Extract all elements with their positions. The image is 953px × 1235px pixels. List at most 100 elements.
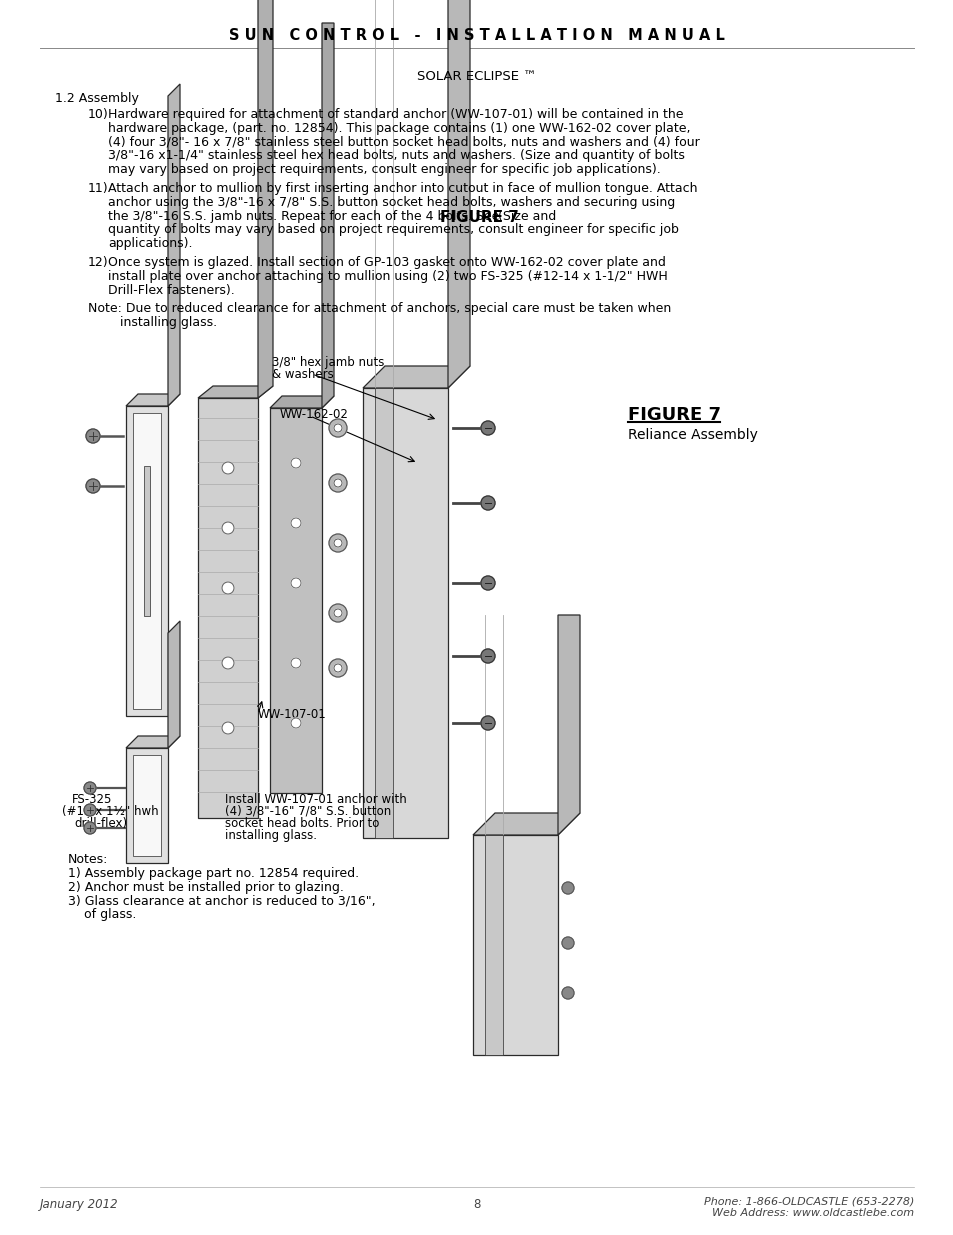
Circle shape — [480, 576, 495, 590]
Text: 2) Anchor must be installed prior to glazing.: 2) Anchor must be installed prior to gla… — [68, 881, 343, 894]
Text: Install WW-107-01 anchor with: Install WW-107-01 anchor with — [225, 793, 406, 806]
Text: FIGURE 7: FIGURE 7 — [439, 210, 517, 225]
Text: (4) 3/8"-16" 7/8" S.S. button: (4) 3/8"-16" 7/8" S.S. button — [225, 805, 391, 818]
Text: 3) Glass clearance at anchor is reduced to 3/16",: 3) Glass clearance at anchor is reduced … — [68, 894, 375, 908]
Text: the 3/8"-16 S.S. jamb nuts. Repeat for each of the 4 bolts. See: the 3/8"-16 S.S. jamb nuts. Repeat for e… — [108, 210, 503, 222]
Text: 1.2 Assembly: 1.2 Assembly — [55, 91, 139, 105]
Text: & washers: & washers — [272, 368, 334, 382]
Circle shape — [561, 882, 574, 894]
Text: 8: 8 — [473, 1198, 480, 1212]
Text: installing glass.: installing glass. — [88, 316, 217, 330]
Bar — [198, 398, 257, 818]
Bar — [473, 835, 558, 1055]
Polygon shape — [322, 23, 334, 408]
Text: Web Address: www.oldcastlebe.com: Web Address: www.oldcastlebe.com — [711, 1208, 913, 1218]
Circle shape — [84, 823, 96, 834]
Text: Attach anchor to mullion by first inserting anchor into cutout in face of mullio: Attach anchor to mullion by first insert… — [108, 182, 697, 195]
Text: 3/8" hex jamb nuts: 3/8" hex jamb nuts — [272, 356, 384, 369]
Circle shape — [334, 424, 341, 432]
Text: WW-162-02: WW-162-02 — [280, 408, 349, 421]
Circle shape — [561, 987, 574, 999]
Circle shape — [480, 650, 495, 663]
Polygon shape — [473, 813, 579, 835]
Circle shape — [222, 462, 233, 474]
Polygon shape — [168, 84, 180, 406]
Text: Hardware required for attachment of standard anchor (WW-107-01) will be containe: Hardware required for attachment of stan… — [108, 107, 682, 121]
Circle shape — [222, 722, 233, 734]
Circle shape — [291, 517, 301, 529]
Text: Once system is glazed. Install section of GP-103 gasket onto WW-162-02 cover pla: Once system is glazed. Install section o… — [108, 256, 665, 269]
Text: Reliance Assembly: Reliance Assembly — [627, 429, 757, 442]
Circle shape — [329, 419, 347, 437]
Text: install plate over anchor attaching to mullion using (2) two FS-325 (#12-14 x 1-: install plate over anchor attaching to m… — [108, 269, 667, 283]
Text: Drill-Flex fasteners).: Drill-Flex fasteners). — [108, 284, 234, 296]
Text: 12): 12) — [88, 256, 109, 269]
Circle shape — [329, 659, 347, 677]
Text: anchor using the 3/8"-16 x 7/8" S.S. button socket head bolts, washers and secur: anchor using the 3/8"-16 x 7/8" S.S. but… — [108, 196, 675, 209]
Text: (4) four 3/8"- 16 x 7/8" stainless steel button socket head bolts, nuts and wash: (4) four 3/8"- 16 x 7/8" stainless steel… — [108, 136, 699, 148]
Circle shape — [334, 479, 341, 487]
Circle shape — [334, 538, 341, 547]
Polygon shape — [270, 396, 334, 408]
Bar — [144, 466, 150, 616]
Circle shape — [291, 718, 301, 727]
Text: 11): 11) — [88, 182, 109, 195]
Polygon shape — [168, 621, 180, 748]
Polygon shape — [363, 366, 470, 388]
Text: Note: Due to reduced clearance for attachment of anchors, special care must be t: Note: Due to reduced clearance for attac… — [88, 303, 671, 315]
Polygon shape — [448, 0, 470, 388]
Text: quantity of bolts may vary based on project requirements, consult engineer for s: quantity of bolts may vary based on proj… — [108, 224, 679, 236]
Text: 3/8"-16 x1-1/4" stainless steel hex head bolts, nuts and washers. (Size and quan: 3/8"-16 x1-1/4" stainless steel hex head… — [108, 149, 684, 162]
Text: socket head bolts. Prior to: socket head bolts. Prior to — [225, 818, 379, 830]
Circle shape — [84, 804, 96, 816]
Text: of glass.: of glass. — [68, 908, 136, 921]
Text: applications).: applications). — [108, 237, 193, 251]
Text: WW-107-01: WW-107-01 — [257, 708, 327, 721]
Text: (Size and: (Size and — [494, 210, 556, 222]
Polygon shape — [198, 387, 273, 398]
Circle shape — [86, 429, 100, 443]
Bar — [363, 388, 448, 839]
Circle shape — [480, 421, 495, 435]
Circle shape — [329, 474, 347, 492]
Circle shape — [480, 716, 495, 730]
Circle shape — [86, 479, 100, 493]
Text: (#12 x 1½" hwh: (#12 x 1½" hwh — [62, 805, 158, 818]
Circle shape — [329, 534, 347, 552]
Text: installing glass.: installing glass. — [225, 829, 316, 842]
Text: Notes:: Notes: — [68, 853, 109, 866]
Text: January 2012: January 2012 — [40, 1198, 118, 1212]
Circle shape — [222, 582, 233, 594]
Text: hardware package, (part. no. 12854). This package contains (1) one WW-162-02 cov: hardware package, (part. no. 12854). Thi… — [108, 122, 690, 135]
Polygon shape — [126, 394, 180, 406]
Circle shape — [480, 496, 495, 510]
Circle shape — [334, 609, 341, 618]
Text: 10): 10) — [88, 107, 109, 121]
Text: drill-flex): drill-flex) — [74, 818, 127, 830]
Circle shape — [222, 522, 233, 534]
Circle shape — [291, 458, 301, 468]
Text: Phone: 1-866-OLDCASTLE (653-2278): Phone: 1-866-OLDCASTLE (653-2278) — [703, 1195, 913, 1207]
Bar — [126, 406, 168, 716]
Circle shape — [291, 658, 301, 668]
Circle shape — [291, 578, 301, 588]
Bar — [132, 755, 161, 856]
Bar — [375, 388, 393, 839]
Bar — [270, 408, 322, 793]
Text: FS-325: FS-325 — [71, 793, 112, 806]
Text: 1) Assembly package part no. 12854 required.: 1) Assembly package part no. 12854 requi… — [68, 867, 358, 879]
Polygon shape — [126, 736, 180, 748]
Text: S U N   C O N T R O L   -   I N S T A L L A T I O N   M A N U A L: S U N C O N T R O L - I N S T A L L A T … — [229, 28, 724, 43]
Text: may vary based on project requirements, consult engineer for specific job applic: may vary based on project requirements, … — [108, 163, 660, 177]
Bar — [126, 748, 168, 863]
Circle shape — [84, 782, 96, 794]
Polygon shape — [558, 615, 579, 835]
Circle shape — [222, 657, 233, 669]
Circle shape — [561, 937, 574, 948]
Text: SOLAR ECLIPSE ™: SOLAR ECLIPSE ™ — [416, 70, 537, 83]
Circle shape — [329, 604, 347, 622]
Text: FIGURE 7: FIGURE 7 — [627, 406, 720, 424]
Bar — [132, 412, 161, 709]
Circle shape — [334, 664, 341, 672]
Bar — [484, 835, 502, 1055]
